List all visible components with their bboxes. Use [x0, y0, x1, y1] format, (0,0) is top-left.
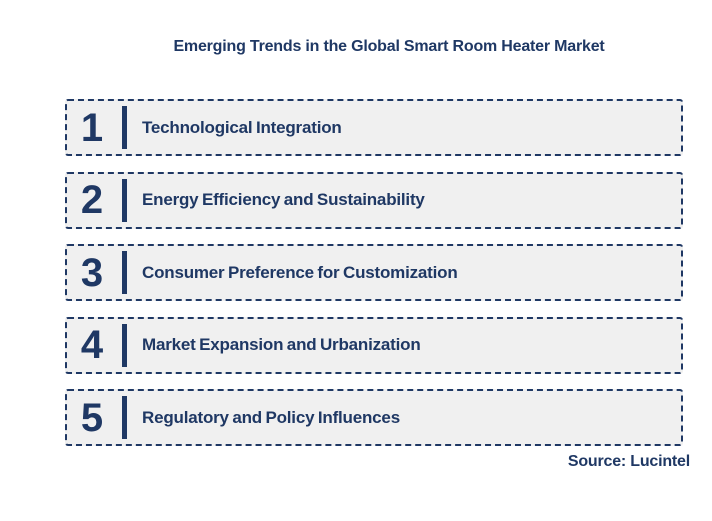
divider-bar	[122, 178, 127, 222]
trend-number: 5	[80, 395, 104, 440]
trend-label: Technological Integration	[142, 117, 342, 137]
trend-row-4: 4 Market Expansion and Urbanization	[65, 316, 683, 374]
trend-row-2: 2 Energy Efficiency and Sustainability	[65, 171, 683, 229]
trend-label: Energy Efficiency and Sustainability	[142, 190, 425, 209]
trend-row-3: 3 Consumer Preference for Customization	[65, 244, 683, 301]
divider-bar	[122, 323, 127, 367]
divider-bar	[122, 251, 127, 294]
divider-bar	[122, 106, 127, 149]
source-credit: Source: Lucintel	[567, 453, 690, 470]
trend-label: Market Expansion and Urbanization	[142, 335, 421, 354]
trend-number: 2	[80, 178, 104, 222]
trend-label: Regulatory and Policy Influences	[142, 407, 400, 427]
divider-bar	[122, 396, 127, 439]
trend-number: 1	[80, 105, 104, 150]
trend-number: 4	[80, 323, 104, 367]
page-title: Emerging Trends in the Global Smart Room…	[173, 38, 605, 55]
trend-number: 3	[80, 250, 104, 295]
trend-list: 1 Technological Integration 2 Energy Eff…	[65, 99, 683, 446]
trend-row-1: 1 Technological Integration	[65, 99, 683, 156]
trend-label: Consumer Preference for Customization	[142, 262, 458, 282]
trend-row-5: 5 Regulatory and Policy Influences	[65, 389, 683, 446]
